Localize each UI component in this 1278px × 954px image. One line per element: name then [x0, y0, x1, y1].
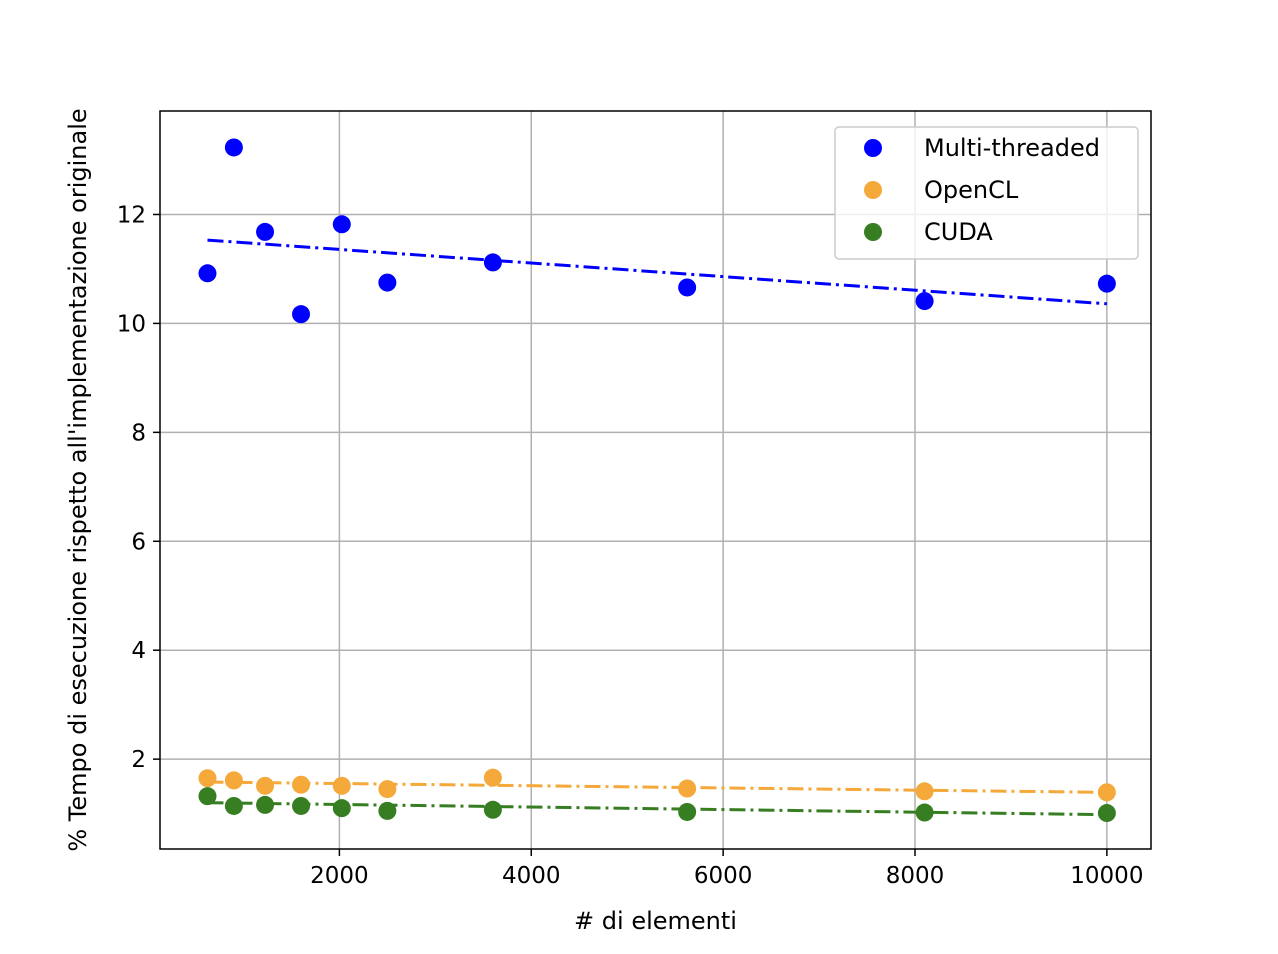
- legend-label: CUDA: [924, 218, 993, 246]
- trend-line-2: [207, 801, 1107, 817]
- data-point-series-0: [378, 273, 397, 292]
- data-point-series-2: [915, 803, 934, 822]
- x-tick-label: 6000: [694, 863, 753, 889]
- legend-label: Multi-threaded: [924, 134, 1100, 162]
- data-point-series-0: [1097, 274, 1116, 293]
- data-points: [198, 138, 1116, 823]
- legend-marker: [864, 223, 882, 241]
- data-point-series-2: [256, 795, 275, 814]
- x-tick-label: 2000: [310, 863, 369, 889]
- legend-box: [834, 126, 1139, 260]
- data-point-series-1: [198, 769, 217, 788]
- y-tick-label: 10: [117, 311, 146, 337]
- trend-line-1: [207, 780, 1107, 794]
- axis-ticks: 2000 4000 6000 8000 10000 2 4 6 8 10 12: [117, 202, 1144, 889]
- data-point-series-1: [378, 780, 397, 799]
- y-tick-label: 6: [131, 529, 146, 555]
- y-tick-label: 8: [131, 420, 146, 446]
- data-point-series-2: [1097, 804, 1116, 823]
- data-point-series-1: [256, 776, 275, 795]
- x-tick-label: 4000: [502, 863, 561, 889]
- data-point-series-2: [292, 796, 311, 815]
- data-point-series-1: [678, 779, 697, 798]
- legend-label: OpenCL: [924, 176, 1019, 204]
- data-point-series-0: [292, 305, 311, 324]
- plot-frame: [159, 110, 1152, 850]
- y-axis-label: % Tempo di esecuzione rispetto all'imple…: [64, 108, 92, 851]
- y-tick-label: 12: [117, 202, 146, 228]
- y-tick-label: 2: [131, 747, 146, 773]
- y-tick-label: 4: [131, 638, 146, 664]
- x-tick-label: 8000: [886, 863, 945, 889]
- data-point-series-1: [292, 775, 311, 794]
- data-point-series-0: [915, 292, 934, 311]
- legend: Multi-threaded OpenCL CUDA: [834, 126, 1139, 260]
- trend-line-0: [207, 238, 1107, 306]
- data-point-series-0: [224, 138, 243, 157]
- x-tick-label: 10000: [1070, 863, 1143, 889]
- data-point-series-2: [483, 800, 502, 819]
- data-point-series-1: [1097, 783, 1116, 802]
- data-point-series-2: [198, 787, 217, 806]
- x-axis-label: # di elementi: [574, 907, 737, 935]
- data-point-series-0: [256, 222, 275, 241]
- trend-lines: [207, 238, 1107, 817]
- data-point-series-1: [483, 768, 502, 787]
- data-point-series-1: [332, 776, 351, 795]
- data-point-series-0: [198, 264, 217, 283]
- data-point-series-1: [224, 771, 243, 790]
- data-point-series-2: [332, 799, 351, 818]
- data-point-series-2: [678, 802, 697, 821]
- data-point-series-2: [378, 801, 397, 820]
- data-point-series-2: [224, 796, 243, 815]
- data-point-series-0: [332, 215, 351, 234]
- data-point-series-0: [483, 253, 502, 272]
- legend-marker: [864, 181, 882, 199]
- data-point-series-1: [915, 782, 934, 801]
- data-point-series-0: [678, 278, 697, 297]
- legend-marker: [864, 139, 882, 157]
